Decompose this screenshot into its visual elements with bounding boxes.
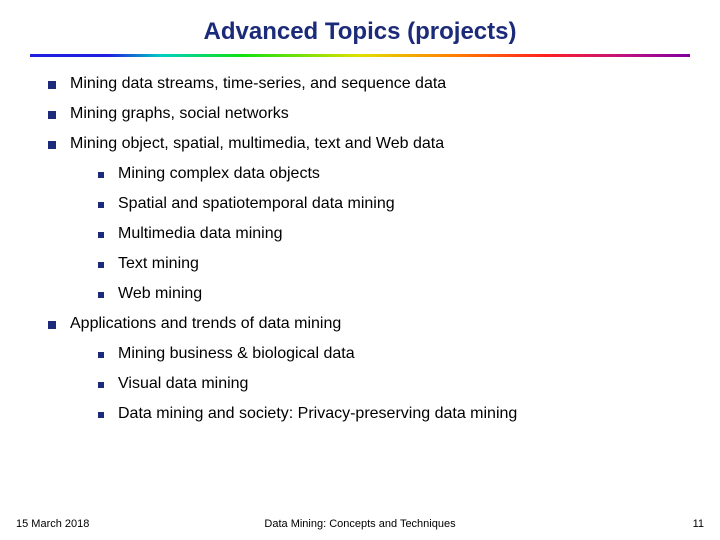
content-area: Mining data streams, time-series, and se… — [30, 75, 690, 423]
slide-title: Advanced Topics (projects) — [30, 18, 690, 46]
bullet-text: Applications and trends of data mining — [70, 315, 341, 332]
bullet-text: Data mining and society: Privacy-preserv… — [118, 405, 517, 422]
list-item: Text mining — [92, 255, 678, 273]
bullet-text: Spatial and spatiotemporal data mining — [118, 195, 395, 212]
list-item: Mining graphs, social networks — [42, 105, 678, 123]
list-item: Mining business & biological data — [92, 345, 678, 363]
list-item: Mining complex data objects — [92, 165, 678, 183]
list-item: Spatial and spatiotemporal data mining — [92, 195, 678, 213]
divider-rainbow — [30, 54, 690, 57]
bullet-text: Mining object, spatial, multimedia, text… — [70, 135, 444, 152]
bullet-text: Text mining — [118, 255, 199, 272]
bullet-text: Multimedia data mining — [118, 225, 283, 242]
bullet-list: Mining data streams, time-series, and se… — [42, 75, 678, 423]
bullet-text: Mining graphs, social networks — [70, 105, 289, 122]
bullet-text: Mining complex data objects — [118, 165, 320, 182]
bullet-text: Visual data mining — [118, 375, 248, 392]
list-item: Multimedia data mining — [92, 225, 678, 243]
bullet-text: Mining business & biological data — [118, 345, 355, 362]
sub-bullet-list: Mining complex data objects Spatial and … — [92, 165, 678, 303]
bullet-text: Mining data streams, time-series, and se… — [70, 75, 446, 92]
bullet-text: Web mining — [118, 285, 202, 302]
footer-center: Data Mining: Concepts and Techniques — [264, 518, 455, 530]
list-item: Applications and trends of data mining M… — [42, 315, 678, 423]
list-item: Data mining and society: Privacy-preserv… — [92, 405, 678, 423]
slide: Advanced Topics (projects) Mining data s… — [0, 0, 720, 540]
list-item: Mining data streams, time-series, and se… — [42, 75, 678, 93]
list-item: Web mining — [92, 285, 678, 303]
list-item: Visual data mining — [92, 375, 678, 393]
footer-date: 15 March 2018 — [16, 518, 89, 530]
sub-bullet-list: Mining business & biological data Visual… — [92, 345, 678, 423]
list-item: Mining object, spatial, multimedia, text… — [42, 135, 678, 303]
page-number: 11 — [693, 518, 704, 530]
